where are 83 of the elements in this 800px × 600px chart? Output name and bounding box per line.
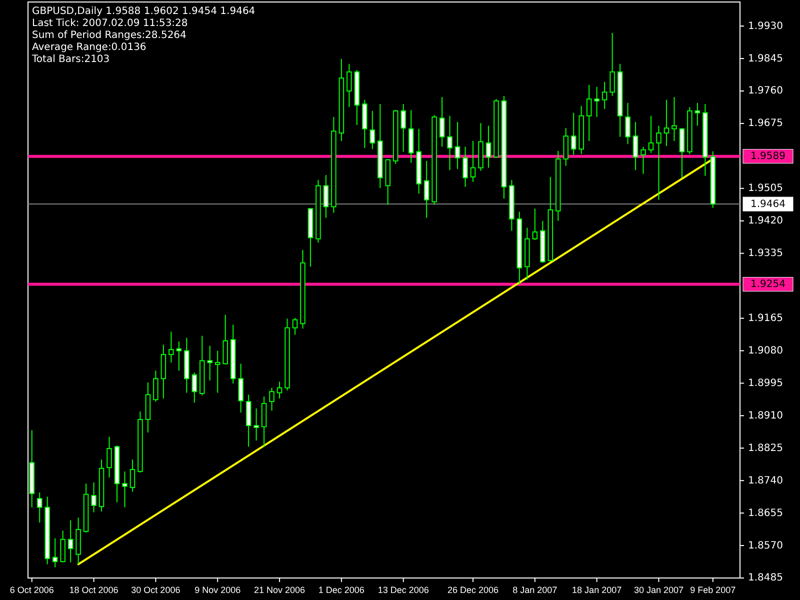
candlestick — [292, 317, 298, 336]
candlestick — [570, 112, 576, 156]
chart-title: GBPUSD,Daily 1.9588 1.9602 1.9454 1.9464 — [32, 6, 256, 17]
y-tick-label: 1.8485 — [748, 572, 783, 584]
x-tick-label: 21 Nov 2006 — [254, 585, 306, 595]
candlestick — [130, 459, 136, 492]
candlestick — [610, 32, 615, 96]
candlestick — [563, 128, 568, 166]
candlestick — [632, 121, 638, 171]
x-tick-label: 1 Dec 2006 — [318, 585, 364, 595]
y-tick-label: 1.8995 — [748, 378, 783, 389]
candlestick — [470, 140, 476, 182]
candlestick — [122, 470, 128, 508]
y-tick-label: 1.8570 — [748, 540, 783, 552]
candlestick — [370, 110, 376, 150]
x-tick-label: 8 Jan 2007 — [512, 585, 558, 595]
candlestick — [207, 345, 212, 382]
annotation: Average Range:0.0136 — [32, 42, 146, 53]
candlestick — [222, 314, 228, 365]
y-tick-label: 1.8825 — [748, 442, 783, 454]
y-tick-label: 1.9505 — [748, 183, 783, 194]
y-tick-label: 1.9335 — [748, 248, 783, 260]
annotation: Last Tick: 2007.02.09 11:53:28 — [32, 18, 188, 29]
y-tick-label: 1.9760 — [748, 86, 783, 97]
x-tick-label: 6 Oct 2006 — [10, 585, 54, 595]
x-tick-label: 13 Dec 2006 — [378, 585, 429, 595]
x-tick-label: 9 Feb 2007 — [690, 585, 736, 595]
candlestick — [594, 86, 600, 118]
y-tick-label: 1.9080 — [748, 345, 783, 356]
x-tick-label: 30 Oct 2006 — [131, 585, 180, 595]
y-tick-label: 1.9165 — [748, 313, 783, 324]
candlestick — [462, 146, 468, 188]
candlestick — [269, 387, 274, 412]
candlestick — [424, 160, 430, 218]
candlestick — [238, 363, 244, 414]
y-tick-label: 1.9420 — [748, 216, 783, 227]
candlestick — [664, 99, 670, 146]
candlestick — [346, 63, 352, 108]
candlestick — [192, 372, 198, 404]
x-tick-label: 30 Jan 2007 — [634, 585, 684, 595]
candlestick — [91, 482, 96, 513]
y-tick-label: 1.9930 — [748, 20, 783, 32]
candlestick — [656, 125, 662, 200]
y-tick-label: 1.8740 — [748, 475, 783, 486]
candlestick — [602, 81, 608, 110]
candlestick — [486, 125, 492, 168]
x-tick-label: 18 Oct 2006 — [69, 585, 118, 595]
candlestick — [106, 436, 112, 478]
candlestick — [276, 381, 282, 399]
annotation: Total Bars:2103 — [31, 54, 110, 65]
candlestick — [214, 350, 220, 394]
candlestick — [640, 146, 646, 174]
candlestick — [68, 520, 74, 563]
candlestick — [679, 128, 685, 178]
y-tick-label: 1.8655 — [748, 508, 783, 519]
candlestick — [625, 102, 630, 145]
candlestick — [532, 208, 538, 240]
annotation: Sum of Period Ranges:28.5264 — [32, 30, 186, 41]
ref-line-label: 1.9589 — [750, 151, 786, 162]
y-tick-label: 1.9675 — [748, 118, 783, 130]
candlestick — [447, 115, 452, 171]
candlestick — [36, 492, 42, 524]
y-tick-label: 1.8910 — [748, 410, 783, 422]
candlestick — [694, 102, 700, 126]
candlestick — [672, 96, 677, 142]
candlestick — [52, 538, 58, 568]
candlestick — [323, 174, 329, 218]
candlestick — [60, 530, 66, 563]
ref-line-label: 1.9254 — [750, 279, 786, 290]
x-tick-label: 9 Nov 2006 — [194, 585, 241, 595]
candlestick — [261, 396, 267, 448]
candlestick — [153, 370, 158, 402]
candlestick — [586, 84, 592, 142]
ref-line-label: 1.9464 — [750, 198, 786, 210]
candlestick — [648, 115, 654, 154]
x-tick-label: 26 Dec 2006 — [447, 585, 499, 595]
x-tick-label: 18 Jan 2007 — [572, 585, 622, 595]
candlestick — [254, 408, 259, 441]
candlestick — [454, 121, 460, 170]
candlestick — [439, 96, 445, 148]
candlestick — [168, 331, 174, 364]
y-tick-label: 1.9845 — [748, 53, 783, 64]
candlestick — [400, 103, 406, 152]
